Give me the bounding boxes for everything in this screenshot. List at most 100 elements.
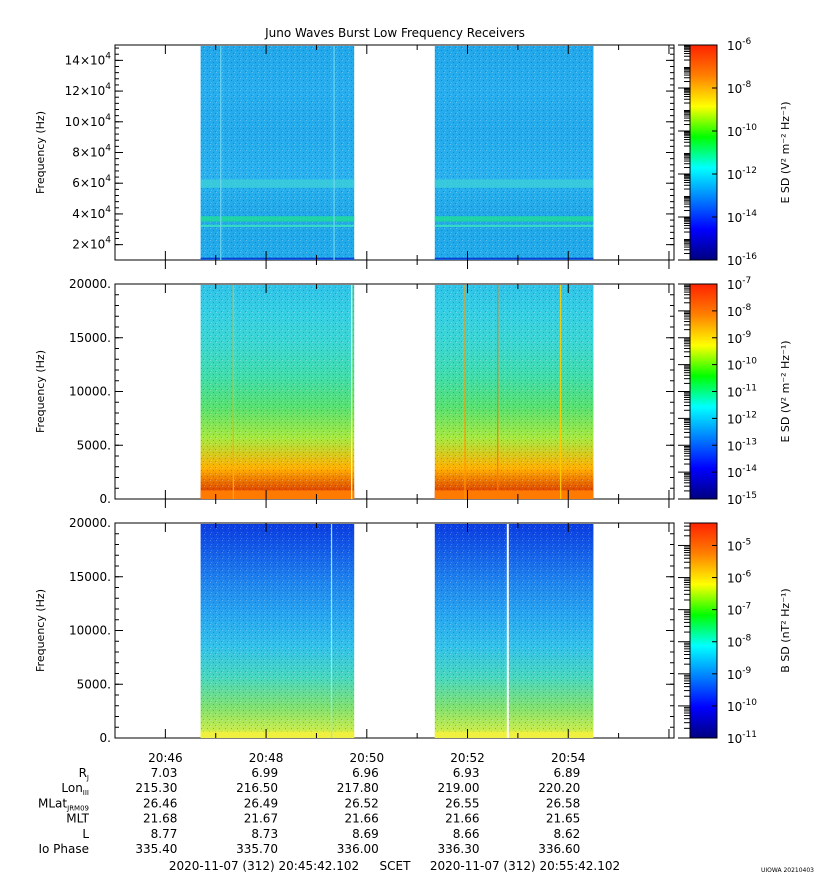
ephemeris-label-subscript: JRM09 [66,804,89,812]
y-tick-exponent: 4 [105,205,111,215]
emission-band [200,216,355,222]
ephemeris-value: 6.96 [352,766,379,780]
y-axis-label: Frequency (Hz) [34,350,47,433]
ephemeris-value: 26.55 [445,796,479,810]
ephemeris-label-subscript: J [86,774,89,782]
footer-start-time: 2020-11-07 (312) 20:45:42.102 [169,859,359,873]
ephemeris-value: 26.52 [344,796,378,810]
ephemeris-value: 8.66 [453,827,480,841]
emission-band [200,224,355,227]
y-tick-exponent: 4 [105,144,111,154]
ephemeris-value: 26.58 [546,796,580,810]
ephemeris-value: 216.50 [236,781,278,795]
ephemeris-value: 6.99 [251,766,278,780]
ephemeris-value: 26.49 [244,796,278,810]
colorbar-tick-exponent: -9 [742,666,751,676]
colorbar-tick-exponent: -11 [742,384,757,394]
colorbar-tick-exponent: -12 [742,166,757,176]
colorbar-tick-exponent: -13 [742,437,757,447]
ephemeris-value: 215.30 [135,781,177,795]
spectrogram-texture [200,524,355,738]
x-tick-label: 20:50 [350,751,385,765]
emission-band [434,490,594,499]
colorbar-label: E SD (V² m⁻² Hz⁻¹) [779,101,792,203]
footer-end-time: 2020-11-07 (312) 20:55:42.102 [430,859,620,873]
colorbar-tick-exponent: -8 [742,303,751,313]
ephemeris-value: 6.89 [554,766,581,780]
colorbar-tick-label: 10-11 [727,730,757,746]
spectrogram-texture [434,46,594,260]
ephemeris-value: 335.70 [236,842,278,856]
ephemeris-value: 21.66 [344,812,378,826]
y-tick-label: 5000. [77,677,111,691]
colorbar-tick-exponent: -15 [742,491,757,501]
colorbar-tick-exponent: -10 [742,357,757,367]
colorbar-tick-label: 10-10 [727,123,757,139]
colorbar-tick-exponent: -11 [742,730,757,740]
y-tick-label: 10000. [69,385,111,399]
y-axis-label: Frequency (Hz) [34,111,47,194]
colorbar-label: E SD (V² m⁻² Hz⁻¹) [779,340,792,442]
ephemeris-label: LonIII [61,781,89,797]
colorbar [689,522,718,739]
y-tick-label: 8×104 [72,144,111,160]
colorbar-tick-label: 10-13 [727,437,757,453]
colorbar-tick-exponent: -12 [742,410,757,420]
x-tick-label: 20:46 [148,751,183,765]
ephemeris-value: 217.80 [337,781,379,795]
y-tick-label: 0. [100,492,111,506]
colorbar-tick-label: 10-11 [727,384,757,400]
y-tick-label: 10×104 [65,113,112,129]
ephemeris-value: 8.77 [151,827,178,841]
emission-band [434,224,594,227]
ephemeris-value: 219.00 [438,781,480,795]
colorbar-tick-label: 10-12 [727,410,757,426]
footer-scet-label: SCET [380,859,412,873]
spectrogram-texture [434,285,594,499]
colorbar-tick-exponent: -8 [742,634,751,644]
y-tick-label: 4×104 [72,205,111,221]
colorbar-tick-label: 10-8 [727,634,752,650]
credit-label: UIOWA 20210403 [761,867,814,874]
y-tick-label: 12×104 [65,82,112,98]
colorbar-tick-label: 10-5 [727,537,751,553]
colorbar-tick-label: 10-10 [727,698,757,714]
emission-band [434,216,594,222]
ephemeris-value: 335.40 [135,842,177,856]
y-tick-label: 20000. [69,277,111,291]
ephemeris-value: 21.68 [143,812,177,826]
y-tick-exponent: 4 [105,113,111,123]
ephemeris-value: 8.69 [352,827,379,841]
ephemeris-value: 336.60 [538,842,580,856]
ephemeris-value: 336.30 [438,842,480,856]
x-tick-label: 20:52 [450,751,485,765]
ephemeris-label: MLatJRM09 [38,796,89,812]
panels: 2×104 4×104 6×104 8×104 10×104 12×104 14×104 Fr… [34,37,792,746]
colorbar-tick-label: 10-9 [727,330,752,346]
colorbar-tick-label: 10-8 [727,303,752,319]
ephemeris-value: 8.62 [554,827,581,841]
colorbar-tick-exponent: -6 [742,37,751,47]
colorbar-tick-label: 10-16 [727,252,757,268]
colorbar-tick-exponent: -6 [742,570,751,580]
ephemeris-value: 21.67 [244,812,278,826]
colorbar-tick-exponent: -7 [742,276,751,286]
emission-band [200,731,355,738]
x-tick-label: 20:48 [249,751,284,765]
ephemeris-value: 21.65 [546,812,580,826]
ephemeris-table: RJ 7.03 6.99 6.96 6.93 6.89 LonIII 215.30 216.50… [38,766,580,856]
emission-band [200,257,355,260]
ephemeris-label: RJ [79,766,89,782]
colorbar-tick-label: 10-15 [727,491,757,507]
ephemeris-value: 336.00 [337,842,379,856]
colorbar [689,44,718,261]
ephemeris-value: 21.66 [445,812,479,826]
y-tick-label: 2×104 [72,236,111,252]
colorbar-tick-label: 10-9 [727,666,752,682]
colorbar-tick-label: 10-7 [727,276,751,292]
colorbar-tick-label: 10-10 [727,357,757,373]
colorbar-tick-label: 10-14 [727,209,757,225]
colorbar-tick-exponent: -9 [742,330,751,340]
y-tick-exponent: 4 [105,236,111,246]
